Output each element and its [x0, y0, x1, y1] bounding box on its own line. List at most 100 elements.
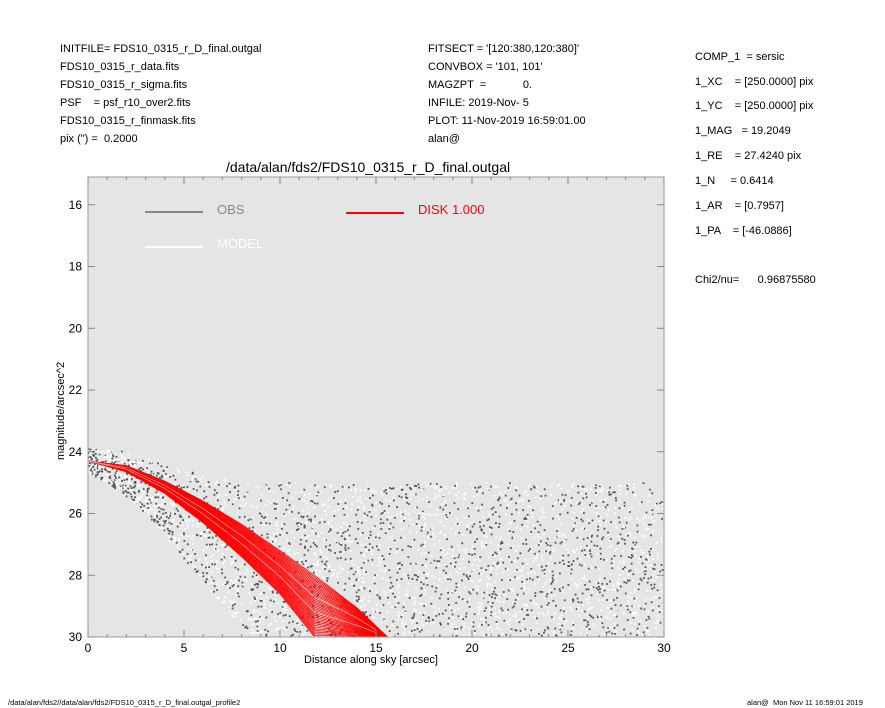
obs-point [252, 623, 255, 626]
obs-point [268, 490, 271, 493]
obs-point [353, 551, 356, 554]
obs-point [177, 543, 180, 546]
obs-point [577, 485, 579, 488]
obs-point [248, 592, 250, 595]
obs-point [603, 577, 606, 580]
obs-point [599, 588, 601, 590]
obs-point [267, 583, 270, 586]
obs-point [140, 467, 142, 469]
obs-point [288, 482, 291, 484]
obs-point [324, 510, 326, 512]
obs-point [273, 491, 275, 494]
obs-point [643, 625, 645, 628]
obs-point [484, 616, 487, 619]
obs-point [205, 566, 207, 569]
obs-point [158, 504, 161, 506]
obs-point [267, 500, 270, 503]
obs-point [130, 487, 133, 489]
obs-point [167, 520, 170, 523]
obs-point [638, 631, 640, 634]
obs-point [377, 549, 380, 551]
obs-point [89, 469, 92, 472]
obs-point [256, 625, 259, 628]
obs-point [463, 517, 466, 519]
obs-point [153, 473, 155, 475]
obs-point [410, 514, 413, 516]
obs-point [574, 593, 577, 596]
obs-point [611, 567, 614, 570]
obs-point [138, 490, 140, 493]
obs-point [186, 535, 189, 537]
obs-point [450, 625, 452, 628]
obs-point [425, 604, 427, 606]
obs-point [360, 544, 363, 547]
obs-point [100, 472, 103, 475]
obs-point [618, 574, 621, 576]
obs-point [222, 507, 224, 510]
obs-point [269, 588, 272, 591]
obs-point [469, 522, 472, 525]
obs-point [221, 544, 223, 546]
obs-point [272, 499, 275, 502]
obs-point [217, 586, 219, 589]
obs-point [363, 560, 366, 562]
obs-point [149, 507, 152, 510]
obs-point [332, 572, 335, 575]
obs-point [253, 506, 256, 509]
obs-point [540, 536, 543, 539]
obs-point [519, 630, 522, 632]
obs-point [497, 544, 500, 547]
obs-point [518, 500, 520, 502]
obs-point [347, 547, 350, 550]
obs-point [287, 492, 290, 495]
obs-point [540, 509, 542, 512]
x-tick-label: 30 [657, 641, 671, 655]
obs-point [120, 474, 123, 477]
obs-point [202, 475, 204, 478]
obs-point [158, 524, 161, 527]
obs-point [281, 534, 284, 537]
obs-point [527, 572, 529, 575]
obs-point [138, 498, 141, 500]
obs-point [396, 513, 399, 516]
obs-point [588, 550, 591, 552]
obs-point [279, 482, 281, 485]
obs-point [280, 488, 282, 491]
obs-point [297, 619, 300, 621]
obs-point [339, 551, 341, 553]
obs-point [488, 556, 490, 559]
obs-point [319, 618, 322, 621]
obs-point [564, 536, 567, 539]
obs-point [271, 611, 273, 613]
obs-point [609, 618, 612, 621]
obs-point [202, 572, 205, 574]
obs-point [363, 561, 365, 564]
obs-point [504, 494, 507, 497]
obs-point [133, 486, 136, 489]
obs-point [297, 552, 299, 554]
footer-timestamp: alan@ Mon Nov 11 16:59:01 2019 [747, 698, 863, 707]
obs-point [558, 622, 561, 625]
obs-point [558, 535, 561, 537]
obs-point [406, 556, 408, 559]
obs-point [293, 517, 296, 520]
obs-point [176, 525, 179, 528]
obs-point [364, 609, 367, 612]
obs-point [178, 484, 180, 487]
obs-point [334, 552, 336, 554]
obs-point [520, 586, 523, 588]
obs-point [402, 620, 405, 622]
obs-point [617, 541, 620, 544]
obs-point [346, 515, 349, 518]
obs-point [498, 564, 500, 567]
obs-point [405, 625, 408, 628]
obs-point [296, 622, 299, 625]
obs-point [143, 492, 146, 494]
obs-point [604, 520, 607, 523]
obs-point [265, 513, 268, 515]
obs-point [344, 546, 347, 549]
obs-point [628, 579, 631, 582]
obs-point [502, 612, 505, 614]
obs-point [433, 497, 435, 500]
obs-point [208, 538, 210, 541]
